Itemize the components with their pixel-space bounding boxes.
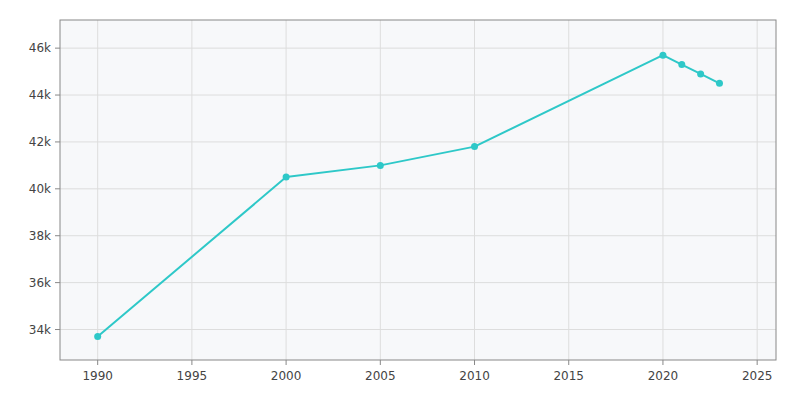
y-grid-line bbox=[60, 95, 776, 96]
tick-labels: 1990 1995 2000 2005 2010 2015 2020 2025 34k 36k 38… bbox=[29, 41, 773, 383]
point bbox=[94, 333, 101, 340]
x-grid-line bbox=[757, 20, 758, 360]
y-tick bbox=[55, 95, 60, 96]
x-grid-line bbox=[286, 20, 287, 360]
series bbox=[94, 52, 723, 340]
y-grid-line bbox=[60, 235, 776, 236]
y-tick bbox=[55, 188, 60, 189]
y-tick bbox=[55, 141, 60, 142]
y-grid-line bbox=[60, 48, 776, 49]
x-tick-label: 1990 bbox=[82, 369, 113, 383]
x-tick-label: 1995 bbox=[177, 369, 208, 383]
x-tick bbox=[286, 360, 287, 365]
x-tick-label: 2020 bbox=[648, 369, 679, 383]
x-grid-line bbox=[380, 20, 381, 360]
x-tick bbox=[757, 360, 758, 365]
y-tick bbox=[55, 235, 60, 236]
point bbox=[471, 143, 478, 150]
y-tick bbox=[55, 329, 60, 330]
y-tick-label: 44k bbox=[29, 88, 51, 102]
y-grid-line bbox=[60, 282, 776, 283]
y-tick-label: 40k bbox=[29, 182, 51, 196]
y-tick-label: 42k bbox=[29, 135, 51, 149]
x-tick bbox=[97, 360, 98, 365]
point bbox=[659, 52, 666, 59]
x-tick bbox=[191, 360, 192, 365]
x-tick bbox=[568, 360, 569, 365]
chart: 1990 1995 2000 2005 2010 2015 2020 2025 34k 36k 38… bbox=[0, 0, 800, 400]
line bbox=[98, 55, 720, 336]
y-tick-label: 34k bbox=[29, 323, 51, 337]
point bbox=[678, 61, 685, 68]
x-tick-label: 2015 bbox=[553, 369, 584, 383]
x-tick-label: 2000 bbox=[271, 369, 302, 383]
point bbox=[716, 80, 723, 87]
y-grid-line bbox=[60, 141, 776, 142]
point bbox=[377, 162, 384, 169]
y-tick-label: 36k bbox=[29, 276, 51, 290]
y-grid-line bbox=[60, 188, 776, 189]
x-tick-label: 2005 bbox=[365, 369, 396, 383]
plot-frame bbox=[60, 20, 776, 360]
x-grid-line bbox=[662, 20, 663, 360]
x-tick-label: 2025 bbox=[742, 369, 773, 383]
x-grid-line bbox=[474, 20, 475, 360]
x-grid-line bbox=[568, 20, 569, 360]
point bbox=[697, 70, 704, 77]
x-tick bbox=[474, 360, 475, 365]
point bbox=[283, 174, 290, 181]
x-tick bbox=[662, 360, 663, 365]
x-grid-line bbox=[191, 20, 192, 360]
y-tick-label: 38k bbox=[29, 229, 51, 243]
y-tick bbox=[55, 282, 60, 283]
y-tick-label: 46k bbox=[29, 41, 51, 55]
y-tick bbox=[55, 48, 60, 49]
y-grid-line bbox=[60, 329, 776, 330]
x-tick-label: 2010 bbox=[459, 369, 490, 383]
plot-area bbox=[60, 20, 776, 360]
x-grid-line bbox=[97, 20, 98, 360]
x-tick bbox=[380, 360, 381, 365]
grid bbox=[55, 20, 776, 365]
